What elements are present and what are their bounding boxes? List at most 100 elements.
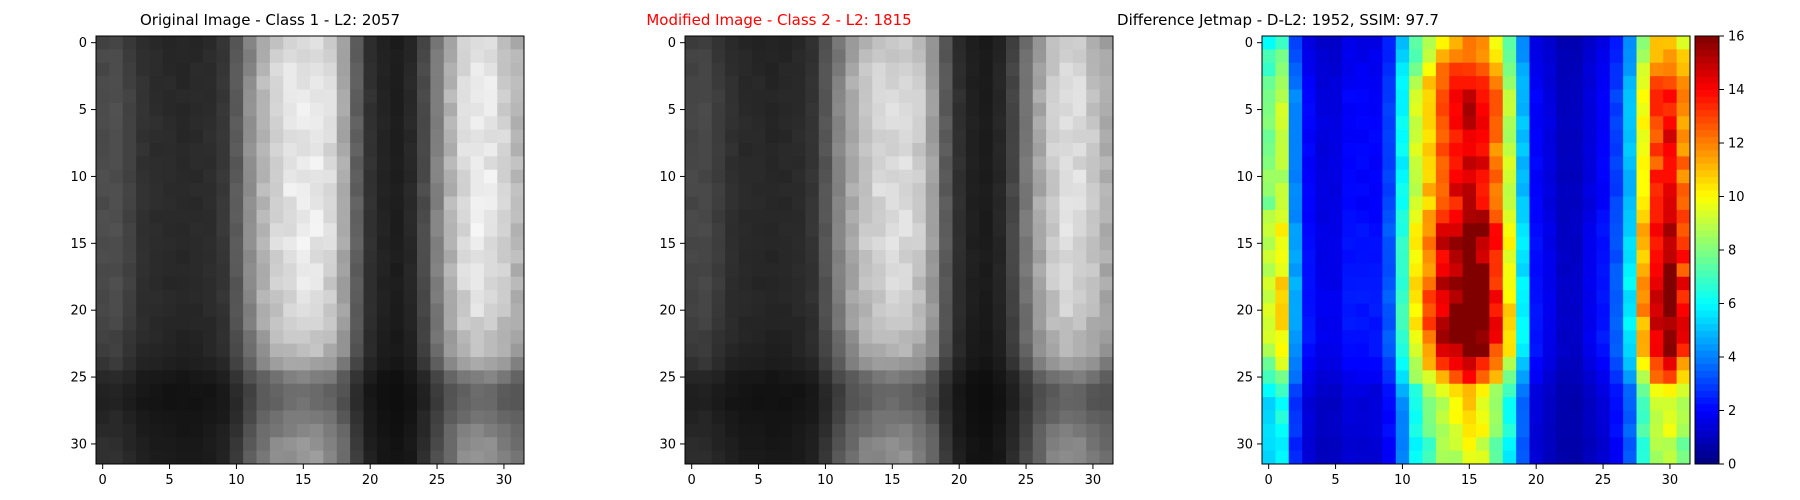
heatmap-cell bbox=[1663, 343, 1678, 358]
heatmap-cell bbox=[1302, 397, 1316, 411]
heatmap-cell bbox=[1596, 169, 1611, 184]
heatmap-cell bbox=[1006, 383, 1020, 398]
heatmap-cell bbox=[417, 330, 431, 345]
heatmap-cell bbox=[1328, 383, 1343, 398]
panel-title-difference: Difference Jetmap - D-L2: 1952, SSIM: 97… bbox=[1117, 11, 1439, 29]
heatmap-cell bbox=[1019, 303, 1034, 318]
heatmap-cell bbox=[1019, 410, 1034, 425]
heatmap-cell bbox=[510, 223, 525, 238]
heatmap-cell bbox=[1302, 410, 1316, 425]
heatmap-cell bbox=[109, 370, 124, 385]
heatmap-cell bbox=[430, 276, 445, 291]
heatmap-cell bbox=[363, 89, 378, 104]
heatmap-cell bbox=[390, 303, 405, 318]
heatmap-cell bbox=[818, 209, 833, 224]
heatmap-cell bbox=[1516, 450, 1530, 465]
heatmap-cell bbox=[1032, 343, 1047, 358]
heatmap-cell bbox=[725, 209, 739, 224]
heatmap-cell bbox=[792, 89, 806, 104]
heatmap-cell bbox=[952, 76, 967, 90]
heatmap-cell bbox=[136, 62, 150, 77]
heatmap-cell bbox=[832, 143, 846, 157]
heatmap-cell bbox=[1489, 290, 1504, 304]
heatmap-cell bbox=[376, 437, 391, 452]
heatmap-cell bbox=[497, 450, 512, 465]
heatmap-cell bbox=[109, 62, 124, 77]
heatmap-cell bbox=[203, 143, 217, 157]
heatmap-cell bbox=[269, 143, 284, 157]
heatmap-cell bbox=[845, 423, 860, 438]
heatmap-cell bbox=[1099, 423, 1114, 438]
heatmap-cell bbox=[136, 330, 150, 345]
heatmap-cell bbox=[1328, 143, 1343, 157]
heatmap-cell bbox=[1382, 129, 1397, 144]
heatmap-cell bbox=[1569, 143, 1584, 157]
heatmap-cell bbox=[243, 62, 257, 77]
heatmap-cell bbox=[1046, 303, 1060, 318]
x-tick-label: 0 bbox=[1265, 473, 1273, 488]
heatmap-cell bbox=[685, 209, 699, 224]
heatmap-cell bbox=[1275, 370, 1290, 385]
heatmap-cell bbox=[698, 263, 713, 278]
heatmap-cell bbox=[216, 209, 231, 224]
heatmap-cell bbox=[832, 102, 846, 117]
heatmap-cell bbox=[845, 143, 860, 157]
heatmap-cell bbox=[925, 129, 940, 144]
heatmap-cell bbox=[162, 89, 177, 104]
heatmap-cell bbox=[818, 397, 833, 411]
heatmap-cell bbox=[1059, 263, 1074, 278]
heatmap-cell bbox=[1342, 76, 1357, 90]
heatmap-cell bbox=[403, 143, 418, 157]
colorbar-segment bbox=[1695, 437, 1719, 445]
heatmap-cell bbox=[510, 263, 525, 278]
heatmap-cell bbox=[323, 129, 338, 144]
heatmap-cell bbox=[1059, 290, 1074, 304]
heatmap-cell bbox=[1516, 276, 1530, 291]
heatmap-cell bbox=[443, 276, 458, 291]
heatmap-cell bbox=[336, 370, 351, 385]
heatmap-cell bbox=[109, 410, 124, 425]
heatmap-cell bbox=[1542, 183, 1557, 197]
heatmap-cell bbox=[243, 102, 257, 117]
heatmap-cell bbox=[483, 343, 498, 358]
heatmap-cell bbox=[1676, 303, 1691, 318]
heatmap-cell bbox=[1663, 116, 1678, 131]
heatmap-cell bbox=[872, 276, 887, 291]
heatmap-cell bbox=[1529, 196, 1544, 211]
heatmap-cell bbox=[1369, 223, 1383, 238]
heatmap-cell bbox=[1369, 209, 1383, 224]
heatmap-cell bbox=[778, 116, 793, 131]
heatmap-cell bbox=[269, 343, 284, 358]
heatmap-cell bbox=[1623, 36, 1637, 50]
heatmap-cell bbox=[792, 383, 806, 398]
heatmap-cell bbox=[216, 383, 231, 398]
heatmap-cell bbox=[979, 209, 994, 224]
heatmap-cell bbox=[96, 236, 110, 251]
heatmap-cell bbox=[899, 89, 913, 104]
heatmap-cell bbox=[122, 250, 137, 264]
heatmap-cell bbox=[1583, 143, 1597, 157]
heatmap-cell bbox=[430, 209, 445, 224]
heatmap-cell bbox=[738, 156, 753, 171]
colorbar-segment bbox=[1695, 316, 1719, 325]
heatmap-cell bbox=[939, 437, 953, 452]
heatmap-cell bbox=[1596, 156, 1611, 171]
heatmap-cell bbox=[925, 357, 940, 371]
heatmap-cell bbox=[403, 357, 418, 371]
heatmap-cell bbox=[711, 303, 726, 318]
y-tick-label: 5 bbox=[1245, 103, 1253, 118]
heatmap-cell bbox=[805, 36, 820, 50]
heatmap-cell bbox=[1516, 49, 1530, 64]
heatmap-cell bbox=[1072, 290, 1087, 304]
heatmap-cell bbox=[1542, 36, 1557, 50]
heatmap-cell bbox=[1059, 250, 1074, 264]
heatmap-cell bbox=[229, 116, 244, 131]
heatmap-cell bbox=[1489, 370, 1504, 385]
heatmap-cell bbox=[1449, 209, 1464, 224]
heatmap-cell bbox=[363, 276, 378, 291]
heatmap-cell bbox=[96, 49, 110, 64]
heatmap-cell bbox=[858, 330, 873, 345]
heatmap-cell bbox=[818, 169, 833, 184]
heatmap-cell bbox=[310, 36, 324, 50]
heatmap-cell bbox=[96, 169, 110, 184]
